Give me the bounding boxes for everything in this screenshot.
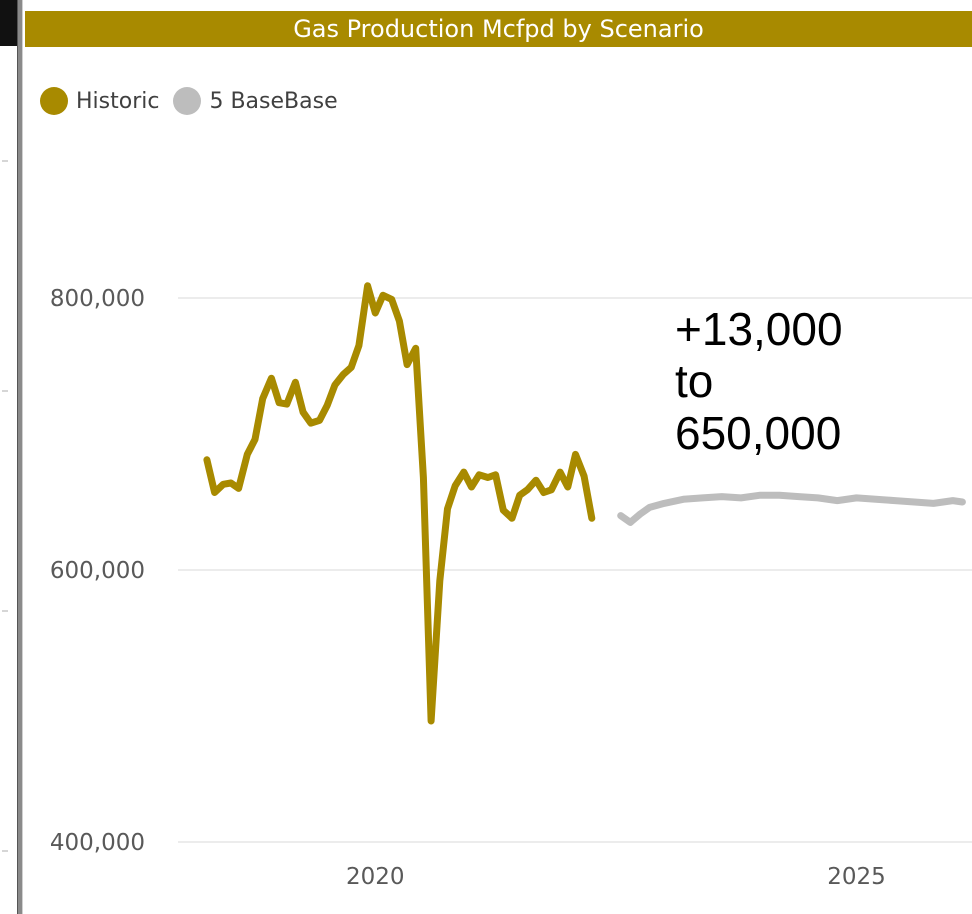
legend-label: 5 BaseBase [209, 88, 338, 114]
left-panel-header [0, 0, 17, 46]
annotation-line: to [675, 355, 714, 407]
legend-marker-icon [40, 87, 68, 115]
series-line-5-basebase [617, 491, 966, 526]
left-panel-tick [2, 160, 8, 162]
legend-label: Historic [76, 88, 160, 114]
x-tick-label: 2020 [346, 864, 405, 890]
chart-title-bar: Gas Production Mcfpd by Scenario [25, 11, 972, 47]
chart-title: Gas Production Mcfpd by Scenario [293, 15, 704, 43]
left-panel-tick [2, 390, 8, 392]
x-tick-label: 2025 [827, 864, 886, 890]
annotation-line: +13,000 [675, 303, 843, 355]
chart-legend: Historic 5 BaseBase [40, 85, 352, 117]
y-tick-label: 800,000 [50, 286, 145, 312]
y-tick-label: 600,000 [50, 558, 145, 584]
left-panel-tick [2, 850, 8, 852]
panel-divider[interactable] [17, 0, 23, 914]
y-tick-label: 400,000 [50, 830, 145, 856]
legend-item-historic[interactable]: Historic [40, 87, 159, 115]
legend-item-5-basebase[interactable]: 5 BaseBase [173, 87, 338, 115]
chart-annotation: +13,000 to 650,000 [675, 303, 843, 459]
left-panel-strip [0, 0, 17, 914]
left-panel-tick [2, 610, 8, 612]
legend-marker-icon [173, 87, 202, 115]
annotation-line: 650,000 [675, 407, 842, 459]
series-line-historic [203, 282, 596, 725]
